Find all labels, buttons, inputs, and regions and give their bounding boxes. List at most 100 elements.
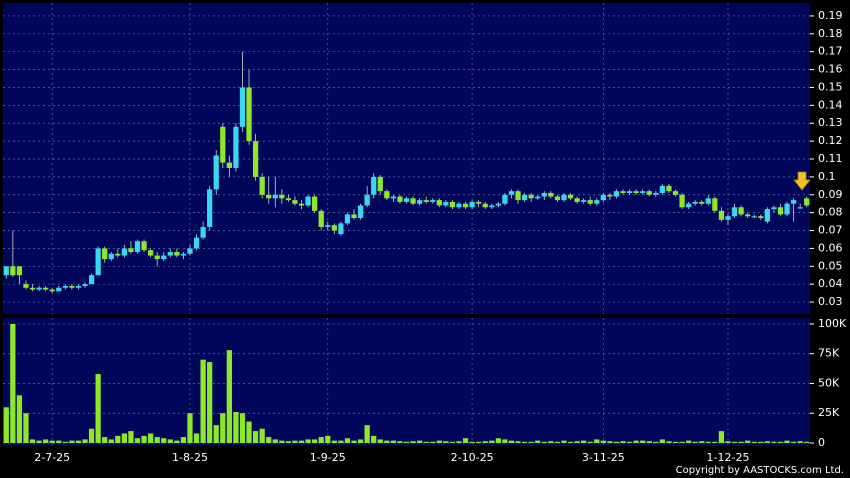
volume-bar (521, 441, 528, 443)
volume-bar (653, 441, 659, 443)
volume-bar (174, 440, 180, 443)
candle-body (193, 237, 200, 249)
candle-body (476, 201, 482, 204)
volume-bar (416, 440, 423, 443)
volume-bar (620, 441, 626, 443)
candle-body (685, 203, 692, 208)
volume-bar (377, 439, 383, 443)
volume-bar (390, 440, 397, 443)
y-tick-label: 0.16 (818, 63, 843, 76)
candle-body (279, 194, 285, 199)
volume-bar (456, 441, 462, 443)
volume-bar (548, 441, 554, 443)
candle-body (108, 253, 114, 260)
candle-body (705, 198, 711, 204)
candle-body (718, 210, 725, 220)
candle-body (443, 201, 449, 206)
candle-body (325, 225, 331, 227)
candle-body (771, 207, 777, 210)
volume-bar (640, 440, 646, 443)
candle-body (758, 216, 764, 219)
candle-body (43, 287, 49, 290)
candle-body (613, 191, 620, 197)
candle-body (16, 266, 23, 276)
candle-body (666, 185, 672, 192)
volume-bar (784, 440, 790, 443)
candle-body (764, 209, 770, 222)
candle-body (594, 200, 600, 204)
volume-bar (88, 428, 95, 443)
volume-bar (56, 440, 62, 443)
volume-bar (692, 441, 698, 443)
candle-body (410, 198, 416, 204)
candle-body (482, 203, 488, 208)
volume-bar (397, 441, 403, 443)
candle-body (49, 289, 55, 292)
candle-body (502, 194, 508, 204)
candle-body (95, 248, 101, 276)
candle-body (456, 203, 462, 208)
candle-body (75, 285, 82, 288)
volume-bar (102, 437, 108, 443)
candle-body (646, 191, 652, 195)
y-tick-label: 0.18 (818, 27, 843, 40)
y-tick-label: 0.13 (818, 116, 843, 129)
volume-bar (515, 441, 521, 443)
volume-bar (200, 359, 206, 443)
volume-bar (69, 440, 75, 443)
y-tick-label: 0.11 (818, 152, 843, 165)
candle-body (561, 194, 567, 201)
candle-body (659, 185, 666, 193)
candle-body (272, 194, 278, 199)
volume-bar (128, 431, 134, 443)
y-tick-label: 0.08 (818, 206, 843, 219)
candle-body (535, 196, 541, 199)
volume-bar (325, 435, 331, 443)
candle-body (423, 200, 429, 202)
volume-bar (646, 441, 652, 443)
candle-body (679, 194, 685, 208)
volume-bar (797, 441, 803, 443)
candle-body (121, 248, 128, 256)
candle-body (23, 284, 29, 288)
volume-bar (187, 413, 193, 443)
volume-bar (804, 441, 810, 443)
candle-body (495, 203, 501, 206)
volume-bar (600, 440, 606, 443)
y-tick-label: 100K (818, 317, 847, 330)
volume-bar (633, 440, 639, 443)
volume-bar (541, 441, 547, 443)
volume-bar (528, 441, 534, 443)
y-tick-label: 0.12 (818, 134, 843, 147)
volume-bar (712, 441, 718, 443)
y-tick-label: 0 (818, 436, 825, 449)
marks (3, 51, 810, 443)
volume-bar (626, 441, 633, 443)
candle-body (10, 266, 16, 276)
candle-body (699, 201, 705, 204)
volume-bar (62, 441, 68, 443)
volume-bar (725, 441, 731, 443)
candle-body (357, 205, 364, 219)
last-price-arrow (793, 171, 811, 191)
volume-bar (351, 440, 357, 443)
candle-body (239, 87, 246, 127)
y-tick-label: 50K (818, 376, 840, 389)
volume-bar (82, 439, 88, 443)
candle-body (403, 198, 410, 202)
candle-body (298, 203, 305, 206)
candle-body (141, 241, 147, 251)
candle-body (285, 198, 292, 201)
volume-bar (679, 441, 685, 443)
volume-bar (134, 438, 141, 443)
volume-bar (75, 440, 82, 443)
y-tick-label: 0.03 (818, 295, 843, 308)
candle-body (390, 196, 397, 199)
volume-bar (338, 440, 344, 443)
volume-bar (43, 439, 49, 443)
candle-body (777, 207, 784, 215)
candle-body (220, 126, 226, 163)
candle-body (36, 287, 42, 290)
candle-body (541, 192, 547, 197)
